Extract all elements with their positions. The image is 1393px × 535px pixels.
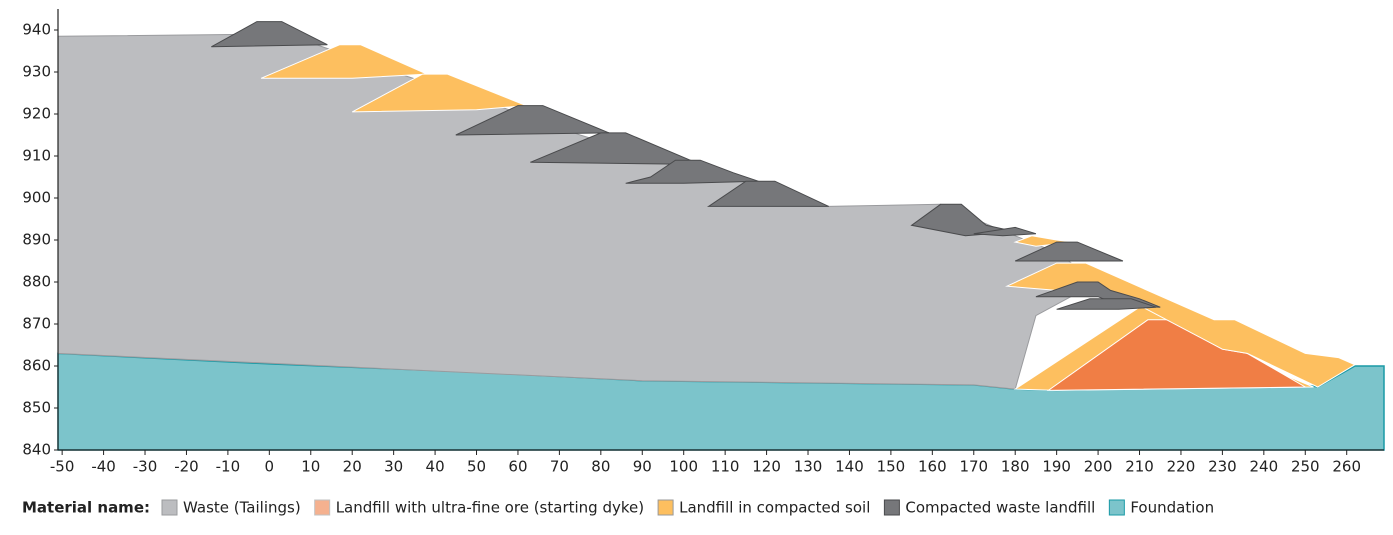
material-region: [455, 105, 610, 136]
y-tick-label: 940: [22, 21, 51, 39]
x-tick-label: 170: [959, 458, 988, 476]
regions: [57, 21, 1385, 451]
x-tick-label: 10: [301, 458, 320, 476]
material-region: [211, 21, 328, 48]
x-tick-label: 260: [1332, 458, 1361, 476]
x-tick-label: 110: [711, 458, 740, 476]
legend-label: Foundation: [1130, 499, 1214, 517]
legend-label: Compacted waste landfill: [905, 499, 1095, 517]
material-region: [706, 180, 829, 207]
y-tick-label: 840: [22, 441, 51, 459]
y-tick-label: 850: [22, 399, 51, 417]
x-tick-label: 160: [918, 458, 947, 476]
y-tick-label: 890: [22, 231, 51, 249]
x-tick-label: 130: [794, 458, 823, 476]
legend-label: Waste (Tailings): [183, 499, 301, 517]
material-region: [351, 73, 527, 113]
y-tick-label: 900: [22, 189, 51, 207]
material-region: [1014, 241, 1124, 262]
x-tick-label: 150: [877, 458, 906, 476]
x-tick-label: -50: [50, 458, 75, 476]
x-tick-label: 200: [1084, 458, 1113, 476]
legend: Material name: Waste (Tailings) Landfill …: [22, 499, 1214, 517]
material-region: [1056, 298, 1157, 310]
x-tick-label: 30: [384, 458, 403, 476]
legend-swatch: [314, 499, 331, 516]
legend-swatch: [161, 499, 178, 516]
y-tick-label: 870: [22, 315, 51, 333]
x-tick-label: -20: [174, 458, 199, 476]
y-tick-label: 860: [22, 357, 51, 375]
legend-swatch: [1108, 499, 1125, 516]
legend-swatch: [657, 499, 674, 516]
x-tick-label: 90: [633, 458, 652, 476]
x-tick-label: 120: [752, 458, 781, 476]
x-tick-label: 80: [591, 458, 610, 476]
material-region: [973, 226, 1037, 237]
x-tick-label: 220: [1167, 458, 1196, 476]
legend-label: Landfill in compacted soil: [679, 499, 870, 517]
axes: -50 -40 -30 -20 -10 0 10 20 30 40 50 60 70 80 90 100 110…: [22, 9, 1384, 476]
material-region: [530, 132, 701, 165]
y-tick-label: 910: [22, 147, 51, 165]
x-tick-label: 70: [550, 458, 569, 476]
y-tick-label: 920: [22, 105, 51, 123]
x-tick-label: 60: [508, 458, 527, 476]
material-region: [625, 159, 759, 184]
x-tick-label: -30: [133, 458, 158, 476]
x-tick-label: 100: [669, 458, 698, 476]
x-tick-label: 250: [1291, 458, 1320, 476]
x-tick-label: 230: [1208, 458, 1237, 476]
x-tick-label: 40: [426, 458, 445, 476]
x-tick-label: 210: [1125, 458, 1154, 476]
y-tick-label: 930: [22, 63, 51, 81]
x-tick-label: 50: [467, 458, 486, 476]
material-region: [910, 203, 1016, 237]
legend-label: Landfill with ultra-fine ore (starting d…: [336, 499, 644, 517]
x-tick-label: 140: [835, 458, 864, 476]
legend-swatch: [883, 499, 900, 516]
x-tick-label: -10: [216, 458, 241, 476]
material-region: [260, 44, 427, 79]
legend-title: Material name:: [22, 499, 150, 517]
x-tick-label: 190: [1042, 458, 1071, 476]
x-tick-label: -40: [91, 458, 116, 476]
y-tick-label: 880: [22, 273, 51, 291]
x-tick-label: 180: [1001, 458, 1030, 476]
x-tick-label: 0: [265, 458, 275, 476]
x-tick-label: 20: [343, 458, 362, 476]
x-tick-label: 240: [1250, 458, 1279, 476]
